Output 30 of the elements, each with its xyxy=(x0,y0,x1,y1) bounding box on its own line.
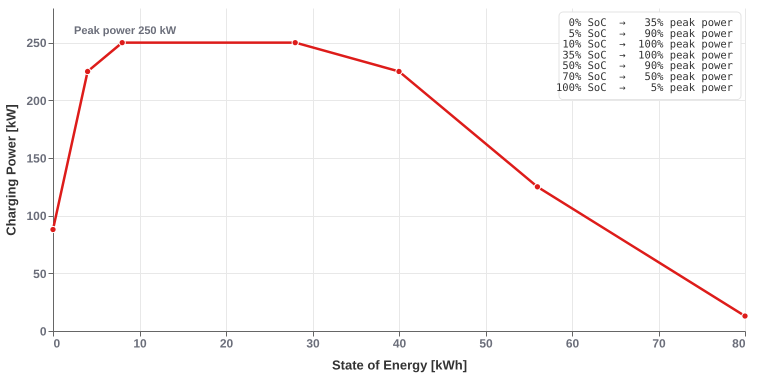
x-tick-label: 20 xyxy=(220,336,234,350)
x-tick-label: 60 xyxy=(566,336,580,350)
annotation: 70% SoC → 50% peak power xyxy=(562,71,733,83)
annotation: 10% SoC → 100% peak power xyxy=(562,38,733,51)
point xyxy=(741,312,749,320)
annotation: 0% SoC → 35% peak power xyxy=(568,17,733,29)
y-tick-label: 50 xyxy=(33,266,47,281)
annotation: 100% SoC → 5% peak power xyxy=(556,82,733,94)
point xyxy=(84,68,92,76)
x-tick-label: 0 xyxy=(54,336,60,350)
x-tick-label: 80 xyxy=(732,336,746,350)
y-axis-title: Charging Power [kW] xyxy=(3,104,18,236)
x-tick-label: 10 xyxy=(133,336,147,350)
x-tick-label: 40 xyxy=(392,336,406,350)
annotation: Peak power 250 kW xyxy=(74,25,177,37)
y-tick-label: 0 xyxy=(40,324,47,338)
y-tick-label: 200 xyxy=(26,94,47,108)
annotation: 35% SoC → 100% peak power xyxy=(562,49,733,62)
annotation: 5% SoC → 90% peak power xyxy=(568,28,733,40)
x-tick-label: 30 xyxy=(306,336,320,350)
y-tick-label: 100 xyxy=(26,209,47,224)
x-tick-label: 70 xyxy=(652,336,666,350)
y-tick-label: 250 xyxy=(26,36,47,50)
x-axis-title: State of Energy [kWh] xyxy=(332,358,468,372)
point xyxy=(534,183,542,190)
point xyxy=(395,68,403,76)
annotation: 50% SoC → 90% peak power xyxy=(562,60,733,72)
point xyxy=(49,226,57,234)
y-tick-label: 150 xyxy=(26,151,47,166)
x-tick-label: 50 xyxy=(479,336,493,350)
